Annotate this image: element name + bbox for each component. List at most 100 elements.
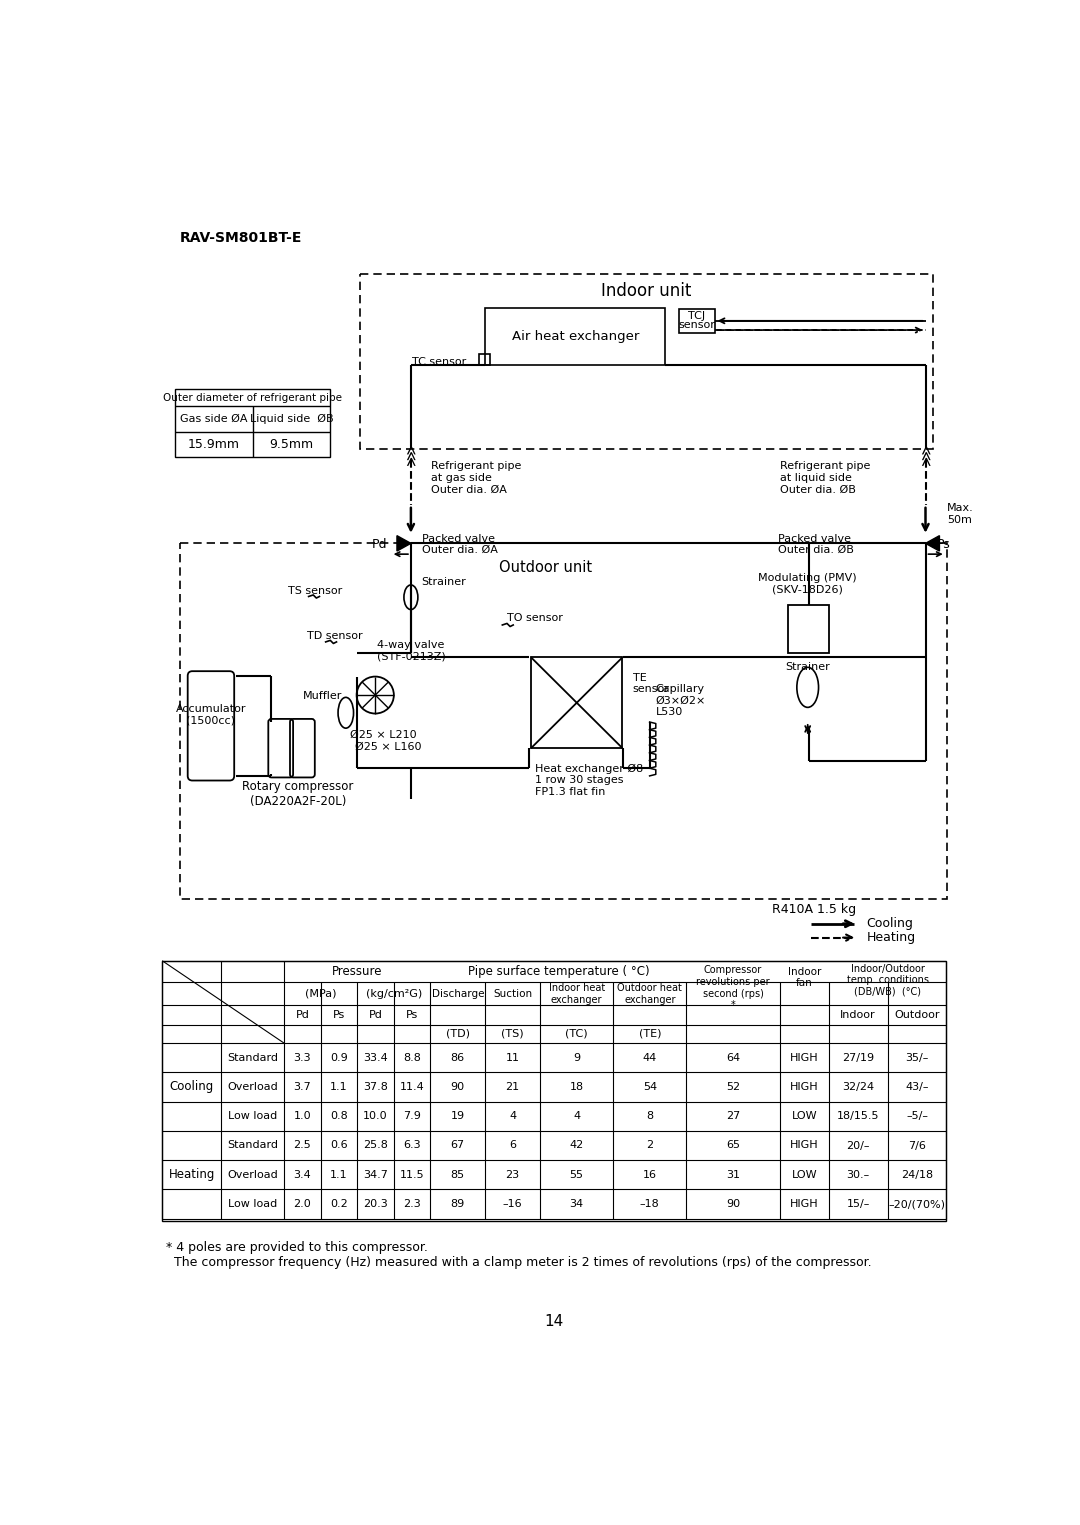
Text: Pipe surface temperature ( °C): Pipe surface temperature ( °C) [468, 965, 649, 978]
Text: Outer dia. ØA: Outer dia. ØA [422, 546, 498, 555]
Text: 33.4: 33.4 [363, 1052, 388, 1063]
Text: Discharge: Discharge [432, 988, 484, 999]
Text: 54: 54 [643, 1081, 657, 1092]
Text: Muffler: Muffler [303, 691, 342, 702]
Text: 0.6: 0.6 [330, 1141, 348, 1150]
Text: 37.8: 37.8 [363, 1081, 388, 1092]
Text: HIGH: HIGH [789, 1141, 819, 1150]
Text: Rotary compressor
(DA220A2F-20L): Rotary compressor (DA220A2F-20L) [242, 779, 353, 808]
Text: 7/6: 7/6 [908, 1141, 926, 1150]
Text: (TE): (TE) [638, 1029, 661, 1039]
Text: Compressor
revolutions per
second (rps)
*: Compressor revolutions per second (rps) … [697, 965, 770, 1010]
Bar [180, 543, 947, 900]
Text: 4-way valve
(STF-0213Z): 4-way valve (STF-0213Z) [377, 640, 446, 662]
Text: (TS): (TS) [501, 1029, 524, 1039]
Text: The compressor frequency (Hz) measured with a clamp meter is 2 times of revoluti: The compressor frequency (Hz) measured w… [166, 1257, 872, 1269]
Text: Outdoor heat
exchanger: Outdoor heat exchanger [618, 984, 683, 1005]
Text: 19: 19 [450, 1112, 464, 1121]
Text: 15.9mm: 15.9mm [188, 438, 240, 450]
Text: 1.1: 1.1 [330, 1081, 348, 1092]
Text: 85: 85 [450, 1170, 464, 1180]
Text: Air heat exchanger: Air heat exchanger [512, 329, 639, 343]
Text: 0.9: 0.9 [330, 1052, 348, 1063]
Text: TS sensor: TS sensor [288, 586, 342, 596]
Text: Indoor/Outdoor
temp. conditions
(DB/WB)  (°C): Indoor/Outdoor temp. conditions (DB/WB) … [847, 964, 929, 997]
Text: 4: 4 [573, 1112, 580, 1121]
Text: sensor: sensor [678, 320, 715, 331]
Bar [175, 389, 330, 458]
Text: (TC): (TC) [565, 1029, 588, 1039]
Text: Low load: Low load [228, 1112, 278, 1121]
Text: * 4 poles are provided to this compressor.: * 4 poles are provided to this compresso… [166, 1241, 428, 1254]
Text: Capillary
Ø3×Ø2×
L530: Capillary Ø3×Ø2× L530 [656, 683, 706, 717]
Text: TD sensor: TD sensor [307, 631, 363, 640]
Text: 16: 16 [643, 1170, 657, 1180]
Text: 6.3: 6.3 [403, 1141, 421, 1150]
Text: Outer dia. ØB: Outer dia. ØB [779, 546, 854, 555]
Text: Overload: Overload [227, 1170, 278, 1180]
Text: 8.8: 8.8 [403, 1052, 421, 1063]
Text: 15/–: 15/– [847, 1199, 869, 1209]
Text: 9: 9 [573, 1052, 580, 1063]
Text: Ø25 × L160: Ø25 × L160 [355, 741, 421, 752]
Text: TCJ: TCJ [688, 311, 705, 322]
Text: 18/15.5: 18/15.5 [837, 1112, 879, 1121]
Text: HIGH: HIGH [789, 1199, 819, 1209]
Text: Outdoor: Outdoor [894, 1010, 940, 1020]
Text: Pressure: Pressure [332, 965, 382, 978]
Text: 86: 86 [450, 1052, 464, 1063]
Text: Ps: Ps [937, 538, 950, 551]
Bar [485, 308, 665, 364]
Text: 24/18: 24/18 [901, 1170, 933, 1180]
Text: 11: 11 [505, 1052, 519, 1063]
Text: 67: 67 [450, 1141, 464, 1150]
Text: 32/24: 32/24 [842, 1081, 874, 1092]
Bar [787, 605, 829, 653]
Polygon shape [926, 535, 940, 551]
Text: TE
sensor: TE sensor [633, 673, 670, 694]
Text: Overload: Overload [227, 1081, 278, 1092]
Text: 34.7: 34.7 [363, 1170, 388, 1180]
Text: Packed valve: Packed valve [779, 534, 851, 544]
Text: Cooling: Cooling [170, 1081, 214, 1093]
Text: Refrigerant pipe
at gas side
Outer dia. ØA: Refrigerant pipe at gas side Outer dia. … [431, 461, 522, 494]
Text: 44: 44 [643, 1052, 657, 1063]
Text: Liquid side  ØB: Liquid side ØB [249, 413, 334, 424]
Text: Standard: Standard [227, 1141, 278, 1150]
Text: Refrigerant pipe
at liquid side
Outer dia. ØB: Refrigerant pipe at liquid side Outer di… [780, 461, 870, 494]
Text: 55: 55 [569, 1170, 583, 1180]
Text: Strainer: Strainer [422, 576, 467, 587]
Bar [360, 274, 933, 450]
Text: 2.0: 2.0 [294, 1199, 311, 1209]
Text: 3.3: 3.3 [294, 1052, 311, 1063]
Text: 9.5mm: 9.5mm [270, 438, 313, 450]
Text: 89: 89 [450, 1199, 464, 1209]
Text: HIGH: HIGH [789, 1052, 819, 1063]
Text: Indoor heat
exchanger: Indoor heat exchanger [549, 984, 605, 1005]
Text: 30.–: 30.– [847, 1170, 869, 1180]
Text: –16: –16 [503, 1199, 523, 1209]
Text: 2: 2 [646, 1141, 653, 1150]
Text: 2.3: 2.3 [403, 1199, 421, 1209]
Text: LOW: LOW [792, 1112, 816, 1121]
Text: 43/–: 43/– [905, 1081, 929, 1092]
Text: 8: 8 [646, 1112, 653, 1121]
Text: –5/–: –5/– [906, 1112, 928, 1121]
Text: Gas side ØA: Gas side ØA [180, 413, 247, 424]
Text: 31: 31 [726, 1170, 740, 1180]
Text: Indoor: Indoor [840, 1010, 876, 1020]
Text: (TD): (TD) [446, 1029, 470, 1039]
Text: Packed valve: Packed valve [422, 534, 495, 544]
Text: 2.5: 2.5 [294, 1141, 311, 1150]
Text: 52: 52 [726, 1081, 740, 1092]
Text: Suction: Suction [494, 988, 532, 999]
Text: 34: 34 [569, 1199, 583, 1209]
Text: 35/–: 35/– [905, 1052, 929, 1063]
Text: Heating: Heating [168, 1168, 215, 1182]
Text: Pd: Pd [296, 1010, 309, 1020]
Text: 6: 6 [509, 1141, 516, 1150]
Bar [162, 961, 946, 1222]
Bar [480, 354, 490, 364]
Bar [531, 657, 622, 749]
Text: Max.
50m: Max. 50m [947, 503, 974, 525]
